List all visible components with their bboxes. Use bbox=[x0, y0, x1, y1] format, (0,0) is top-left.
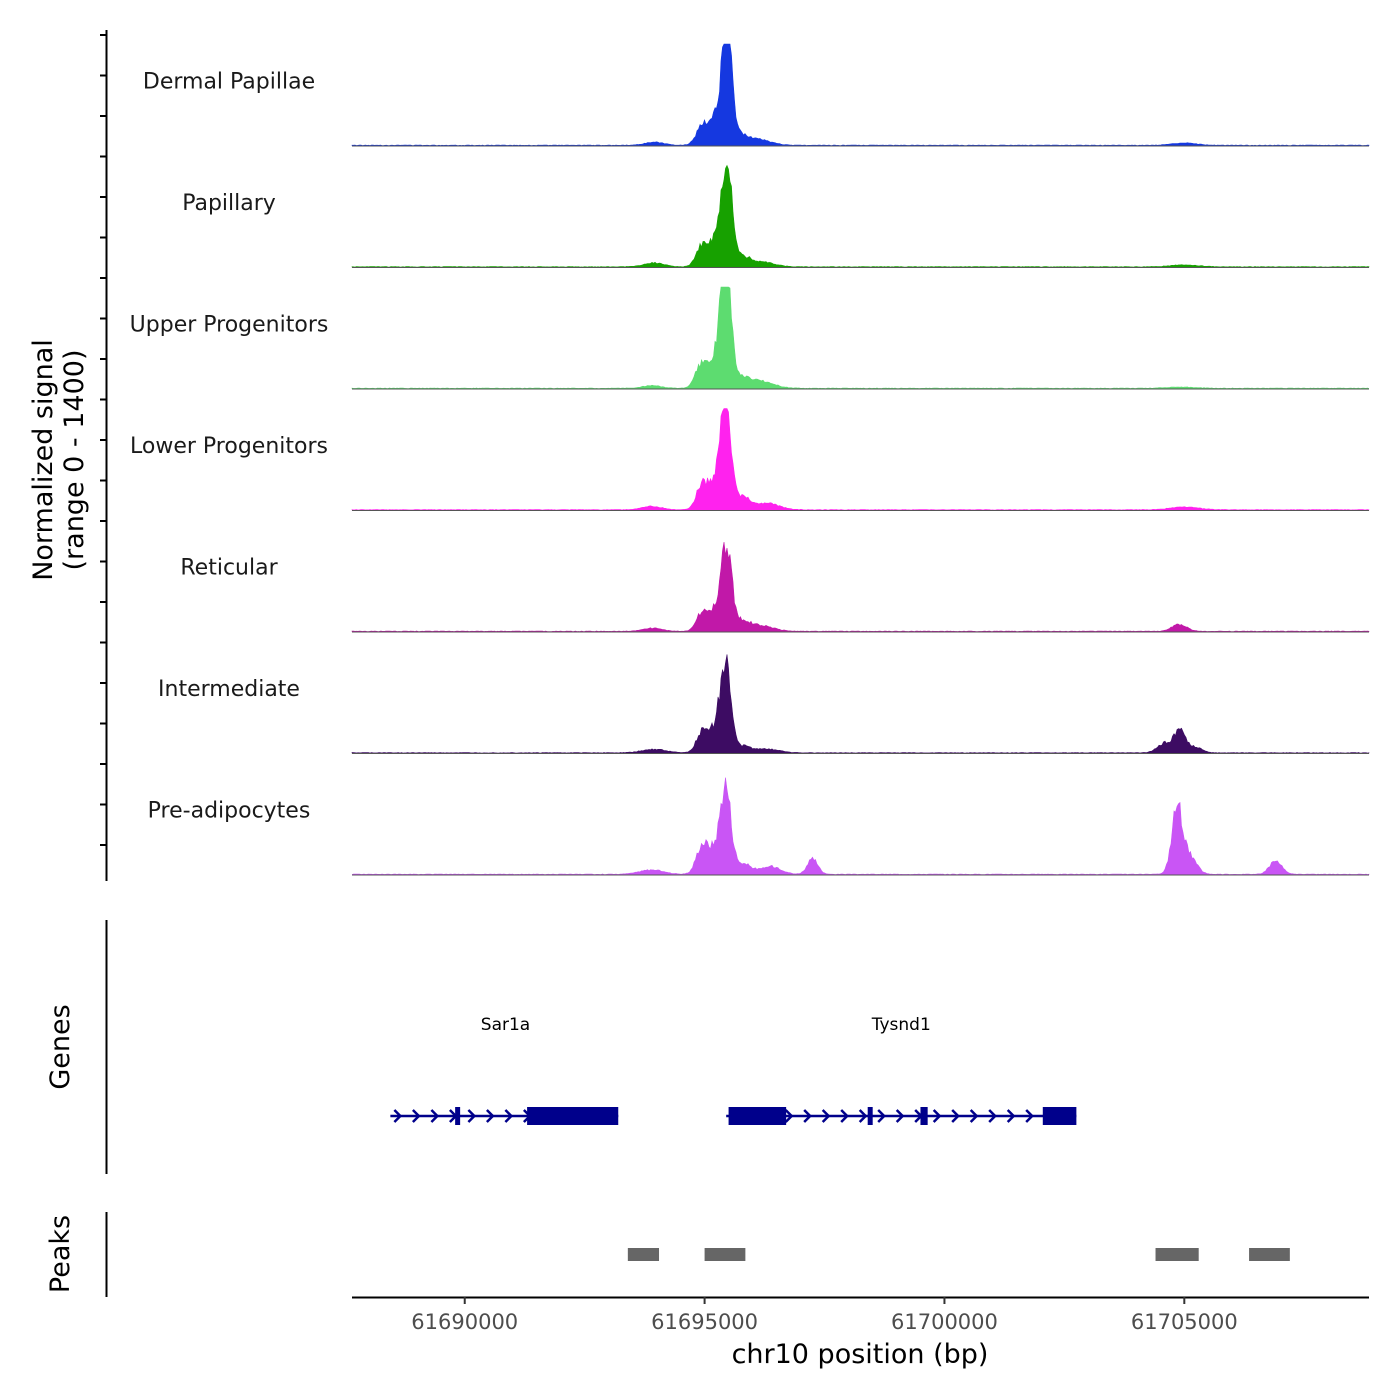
strand-arrow bbox=[877, 1109, 886, 1123]
peak-regions bbox=[627, 1248, 1290, 1261]
x-tick-label: 61695000 bbox=[651, 1310, 758, 1334]
strand-arrow bbox=[467, 1109, 477, 1123]
coverage-area-6 bbox=[351, 777, 1370, 875]
x-tick-label: 61690000 bbox=[411, 1310, 518, 1334]
gene-label: Sar1a bbox=[481, 1015, 530, 1035]
strand-arrow bbox=[1006, 1109, 1016, 1123]
y-axis-title-line2: (range 0 - 1400) bbox=[59, 350, 90, 571]
peak-region bbox=[1155, 1248, 1199, 1261]
strand-arrow bbox=[803, 1109, 812, 1123]
strand-arrow bbox=[858, 1109, 868, 1123]
strand-arrow bbox=[485, 1109, 495, 1123]
peak-region bbox=[627, 1248, 660, 1261]
peak-region bbox=[1249, 1248, 1290, 1261]
track-label: Upper Progenitors bbox=[130, 313, 329, 338]
strand-arrow bbox=[430, 1109, 440, 1123]
coverage-y-axis-ticks bbox=[100, 34, 106, 846]
coverage-area-0 bbox=[351, 43, 1370, 146]
strand-arrow bbox=[1025, 1109, 1034, 1123]
gene-label: Tysnd1 bbox=[871, 1015, 931, 1035]
strand-arrow bbox=[988, 1109, 997, 1123]
strand-arrow bbox=[840, 1109, 849, 1123]
x-tick-label: 61705000 bbox=[1131, 1310, 1238, 1334]
track-label: Reticular bbox=[180, 556, 278, 581]
strand-arrow bbox=[895, 1109, 905, 1123]
peaks-track-title: Peaks bbox=[45, 1215, 76, 1293]
coverage-area-1 bbox=[351, 164, 1370, 268]
y-axis-title-line1: Normalized signal bbox=[28, 339, 59, 581]
exon bbox=[920, 1107, 928, 1125]
exon bbox=[728, 1107, 787, 1125]
peak-region bbox=[704, 1248, 746, 1261]
gene-annotations: Sar1a Tysnd1 bbox=[390, 1015, 1077, 1125]
strand-arrow bbox=[784, 1109, 794, 1123]
strand-arrow bbox=[393, 1109, 403, 1123]
track-label: Papillary bbox=[182, 191, 276, 216]
coverage-area-3 bbox=[351, 408, 1370, 511]
track-label: Lower Progenitors bbox=[130, 434, 328, 459]
exon bbox=[1042, 1107, 1077, 1125]
strand-arrow bbox=[411, 1109, 421, 1123]
coverage-area-5 bbox=[351, 654, 1370, 754]
coverage-area-4 bbox=[351, 541, 1370, 632]
exon bbox=[455, 1107, 461, 1125]
exon bbox=[527, 1107, 619, 1125]
strand-arrow bbox=[932, 1109, 942, 1123]
x-axis-title: chr10 position (bp) bbox=[732, 1339, 989, 1370]
exon bbox=[867, 1107, 873, 1125]
coverage-tracks: Dermal Papillae Papillary Upper Progenitor… bbox=[130, 43, 1370, 876]
strand-arrow bbox=[821, 1109, 831, 1123]
x-axis-ticks: 61690000 61695000 61700000 61705000 bbox=[411, 1297, 1238, 1334]
track-label: Pre-adipocytes bbox=[148, 799, 311, 824]
strand-arrow bbox=[969, 1109, 979, 1123]
genes-track-title: Genes bbox=[45, 1004, 76, 1089]
strand-arrow bbox=[951, 1109, 960, 1123]
track-label: Dermal Papillae bbox=[143, 70, 315, 95]
strand-arrow bbox=[504, 1109, 514, 1123]
x-tick-label: 61700000 bbox=[891, 1310, 998, 1334]
track-label: Intermediate bbox=[158, 677, 300, 702]
coverage-area-2 bbox=[351, 286, 1370, 389]
